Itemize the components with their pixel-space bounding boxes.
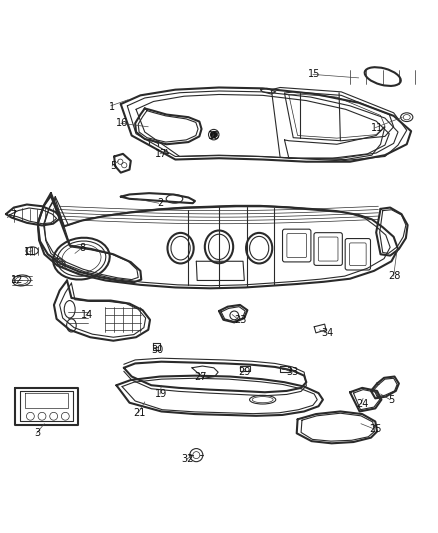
Text: 27: 27 — [194, 372, 207, 382]
Circle shape — [211, 132, 217, 138]
Text: 29: 29 — [238, 367, 251, 377]
Text: 16: 16 — [116, 118, 128, 128]
Text: 33: 33 — [286, 367, 298, 377]
Text: 11: 11 — [371, 123, 383, 133]
Text: 12: 12 — [11, 276, 24, 286]
Text: 32: 32 — [181, 455, 194, 464]
Text: 25: 25 — [369, 424, 381, 434]
Text: 5: 5 — [110, 161, 117, 171]
Text: 3: 3 — [35, 429, 41, 438]
Text: 11: 11 — [24, 247, 36, 257]
Text: 30: 30 — [151, 345, 163, 356]
Text: 15: 15 — [308, 69, 320, 79]
Text: 2: 2 — [157, 198, 163, 208]
Text: 18: 18 — [208, 132, 220, 141]
Text: 34: 34 — [321, 328, 333, 338]
Text: 23: 23 — [234, 315, 246, 325]
Text: 24: 24 — [356, 399, 368, 409]
Text: 7: 7 — [10, 210, 16, 220]
Text: 8: 8 — [80, 243, 86, 253]
Text: 28: 28 — [389, 271, 401, 281]
Text: 21: 21 — [133, 408, 146, 418]
Text: 1: 1 — [109, 102, 115, 112]
Text: 5: 5 — [389, 394, 395, 405]
Text: 14: 14 — [81, 310, 93, 320]
Text: 17: 17 — [155, 149, 168, 159]
Text: 19: 19 — [155, 389, 167, 399]
